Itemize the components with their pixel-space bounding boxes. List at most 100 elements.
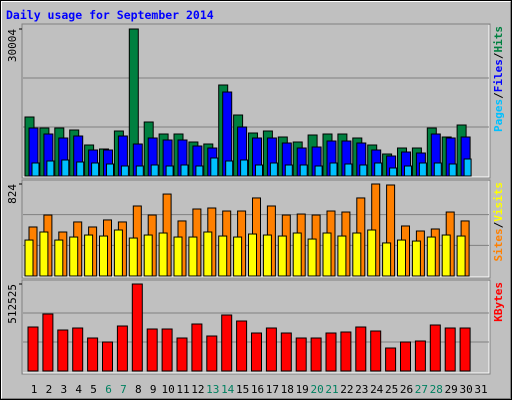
bar (135, 165, 144, 177)
x-tick-label: 28 (430, 383, 443, 396)
legend-separator: / (492, 221, 505, 228)
bar (233, 236, 243, 277)
bar (106, 163, 114, 177)
bar (389, 167, 398, 177)
bar (295, 337, 307, 372)
panel-edge (23, 281, 490, 374)
legend-entry: KBytes (492, 282, 505, 322)
bar (374, 162, 383, 177)
bar (251, 332, 262, 372)
bar (195, 165, 204, 177)
legend: Sites/Visits (492, 182, 505, 262)
bar (400, 341, 411, 372)
bar (91, 162, 100, 177)
x-tick-label: 4 (75, 383, 82, 396)
legend-entry: Hits (492, 26, 505, 53)
bar (150, 164, 159, 177)
x-tick-label: 12 (191, 383, 204, 396)
bar (39, 231, 49, 277)
x-tick-label: 24 (370, 383, 384, 396)
bar (404, 165, 412, 177)
bar (240, 159, 249, 177)
x-tick-label: 14 (221, 383, 235, 396)
x-tick-label: 18 (281, 383, 294, 396)
bar (344, 163, 353, 177)
bar (69, 236, 79, 277)
x-tick-label: 16 (251, 383, 264, 396)
bar (165, 165, 174, 177)
bar (444, 327, 456, 372)
x-tick-label: 8 (135, 383, 142, 396)
x-tick-label: 6 (105, 383, 112, 396)
bar (76, 161, 85, 177)
bar (46, 160, 55, 177)
x-tick-label: 9 (150, 383, 157, 396)
x-tick-label: 23 (355, 383, 368, 396)
bar (84, 234, 94, 277)
bar (27, 326, 39, 372)
x-tick-label: 31 (474, 383, 487, 396)
bar (128, 237, 138, 277)
bar (131, 283, 143, 372)
x-tick-label: 30 (459, 383, 472, 396)
bar (116, 325, 128, 372)
bar (54, 239, 64, 277)
x-tick-label: 5 (90, 383, 97, 396)
bar (411, 240, 421, 277)
bar (143, 234, 153, 277)
bar (448, 163, 457, 177)
bar (429, 324, 441, 372)
bar (87, 337, 99, 372)
bar (265, 327, 277, 372)
bar (397, 239, 406, 277)
bar (299, 164, 308, 177)
bar (314, 165, 323, 177)
x-tick-label: 19 (296, 383, 309, 396)
bar (57, 329, 69, 372)
bar (176, 337, 188, 372)
panel-edge (23, 181, 490, 278)
bar (370, 330, 382, 372)
bar (225, 160, 234, 177)
x-tick-label: 21 (325, 383, 338, 396)
bar (367, 229, 377, 277)
bar (329, 162, 338, 177)
bar (382, 242, 392, 277)
bar (337, 235, 347, 277)
y-tick-label: 512525 (6, 284, 19, 324)
x-tick-label: 17 (266, 383, 279, 396)
x-tick-label: 13 (206, 383, 219, 396)
legend-entry: Pages (492, 99, 505, 132)
bar (42, 313, 54, 372)
bar (292, 232, 302, 277)
bar (173, 236, 183, 277)
bar (206, 335, 218, 372)
bar (248, 233, 257, 277)
x-tick-label: 2 (46, 383, 53, 396)
bar (284, 164, 293, 177)
legend-separator: / (492, 52, 505, 59)
bar (203, 231, 213, 277)
bar (269, 162, 278, 177)
legend: Pages/Files/Hits (492, 26, 505, 132)
bar (188, 236, 198, 277)
bar (180, 164, 189, 177)
bar (191, 323, 203, 372)
y-tick-label: 824 (6, 184, 19, 204)
bar (418, 162, 427, 177)
bar (325, 332, 337, 372)
bar (277, 235, 287, 277)
bar (322, 232, 332, 277)
panel-edge (23, 25, 490, 178)
bar (221, 314, 233, 372)
x-tick-label: 25 (385, 383, 398, 396)
bar (426, 236, 436, 277)
legend-separator: / (492, 92, 505, 99)
x-tick-label: 20 (310, 383, 323, 396)
chart-title: Daily usage for September 2014 (6, 8, 214, 22)
bar (280, 332, 292, 372)
bar (310, 337, 322, 372)
bar (99, 235, 108, 277)
